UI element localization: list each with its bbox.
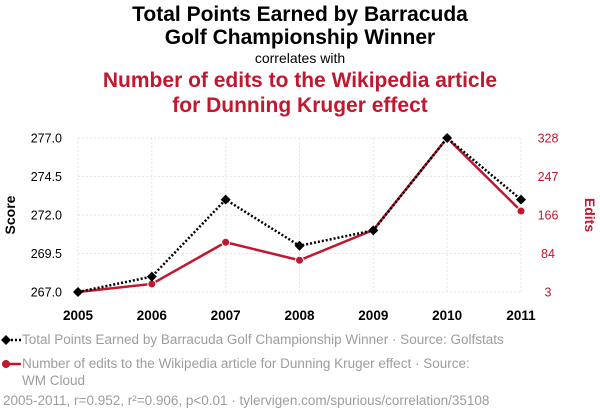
y-left-tick-label: 277.0	[31, 132, 62, 146]
chart-title-2-line1: Number of edits to the Wikipedia article	[102, 69, 498, 92]
x-tick-label: 2011	[506, 308, 536, 323]
chart-title-1-line1: Total Points Earned by Barracuda	[132, 3, 468, 26]
series1-point	[368, 225, 379, 236]
series1-point	[146, 271, 157, 282]
y-left-tick-label: 272.0	[31, 209, 62, 223]
series2-point	[295, 255, 304, 265]
legend-swatch-series2-marker	[2, 360, 10, 368]
series1-point	[442, 133, 453, 143]
legend-item-series1: Total Points Earned by Barracuda Golf Ch…	[22, 331, 582, 348]
y-right-tick-label: 166	[538, 209, 559, 223]
series1-point	[73, 287, 83, 297]
series2-point	[516, 206, 526, 216]
x-tick-label: 2010	[432, 308, 462, 323]
legend-series2-label-line1: Number of edits to the Wikipedia article…	[22, 356, 470, 371]
chart-title-1: Total Points Earned by Barracuda Golf Ch…	[0, 3, 600, 49]
x-tick-label: 2006	[137, 308, 168, 323]
footer-stats: 2005-2011, r=0.952, r²=0.906, p<0.01 · t…	[3, 393, 490, 408]
x-tick-label: 2008	[284, 308, 315, 323]
y-right-tick-label: 328	[538, 132, 559, 146]
y-left-tick-label: 274.5	[31, 170, 62, 184]
chart-title-1-line2: Golf Championship Winner	[164, 26, 436, 49]
y-left-tick-label: 269.5	[31, 247, 62, 261]
x-tick-label: 2005	[63, 308, 94, 323]
y-left-axis-label: Score	[2, 195, 18, 234]
legend-series1-label: Total Points Earned by Barracuda Golf Ch…	[22, 332, 504, 347]
x-tick-label: 2009	[358, 308, 388, 323]
y-right-tick-label: 3	[545, 286, 552, 300]
y-right-tick-label: 247	[538, 170, 559, 184]
legend-item-series2: Number of edits to the Wikipedia article…	[22, 355, 582, 389]
chart-title-2-line2: for Dunning Kruger effect	[172, 94, 428, 117]
series2-point	[221, 237, 231, 247]
legend-series2-label-line2: WM Cloud	[22, 373, 86, 388]
x-tick-label: 2007	[211, 308, 241, 323]
y-right-axis-label: Edits	[582, 198, 598, 232]
chart-title-2: Number of edits to the Wikipedia article…	[0, 68, 600, 118]
legend-swatch-series1-marker	[1, 335, 11, 345]
series1-point	[516, 194, 526, 205]
series1-point	[294, 240, 305, 251]
y-right-tick-label: 84	[541, 247, 555, 261]
correlates-with-label: correlates with	[254, 50, 346, 66]
series1-point	[220, 194, 231, 205]
y-left-tick-label: 267.0	[31, 286, 62, 300]
